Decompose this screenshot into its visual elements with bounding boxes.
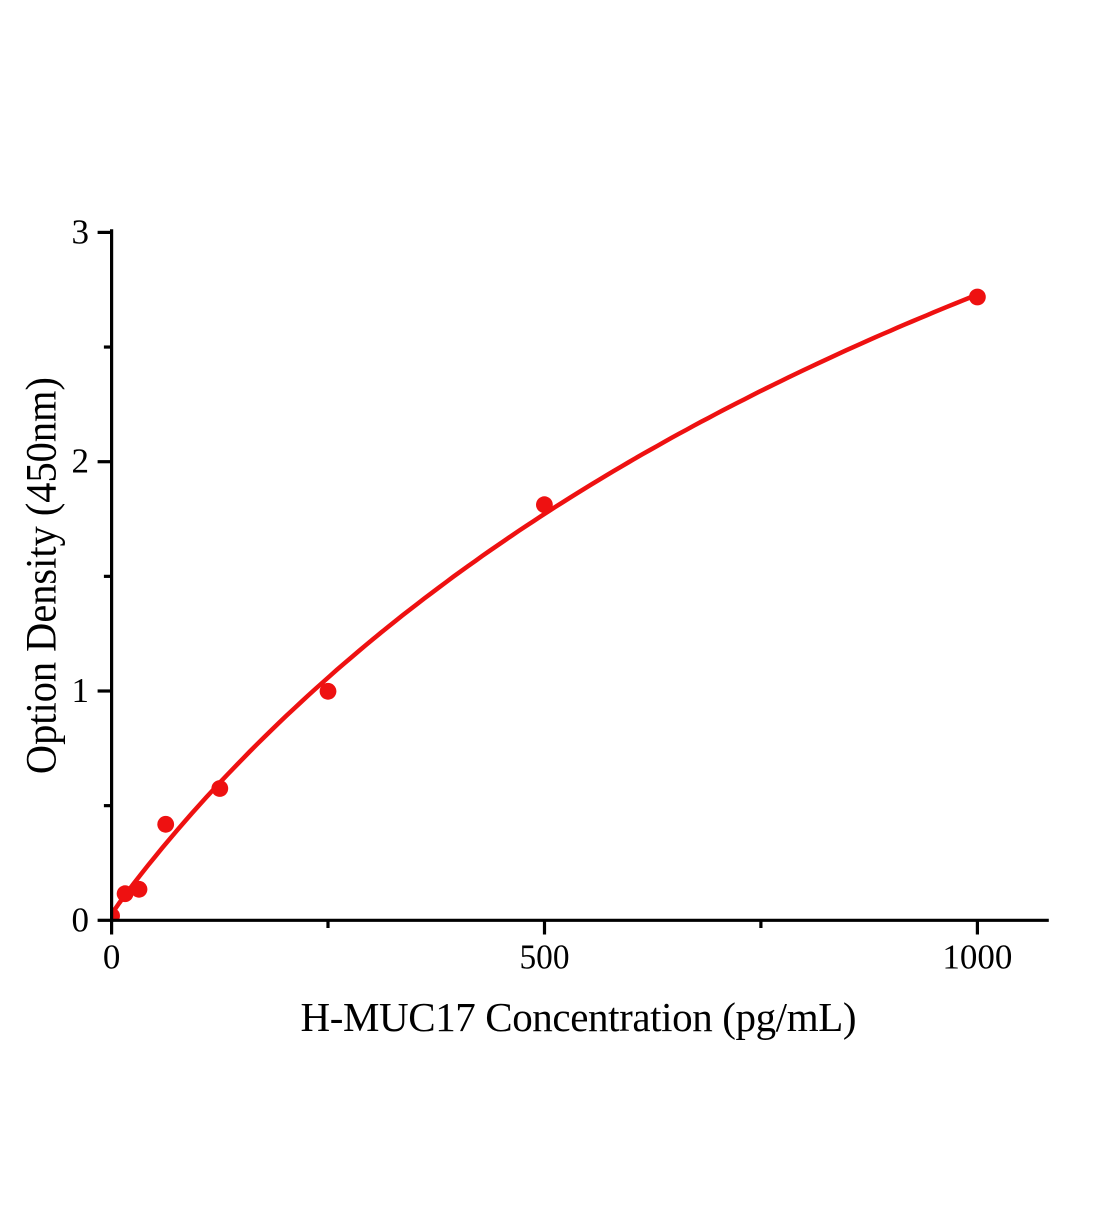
svg-text:0: 0 xyxy=(103,938,121,977)
svg-text:2: 2 xyxy=(72,442,90,481)
svg-text:0: 0 xyxy=(72,900,90,939)
svg-text:H-MUC17 Concentration (pg/mL): H-MUC17 Concentration (pg/mL) xyxy=(301,994,857,1040)
svg-text:500: 500 xyxy=(520,938,570,977)
svg-text:1: 1 xyxy=(72,671,90,710)
svg-text:1000: 1000 xyxy=(942,938,1012,977)
svg-text:3: 3 xyxy=(72,212,90,251)
svg-text:Option Density (450nm): Option Density (450nm) xyxy=(18,377,65,774)
